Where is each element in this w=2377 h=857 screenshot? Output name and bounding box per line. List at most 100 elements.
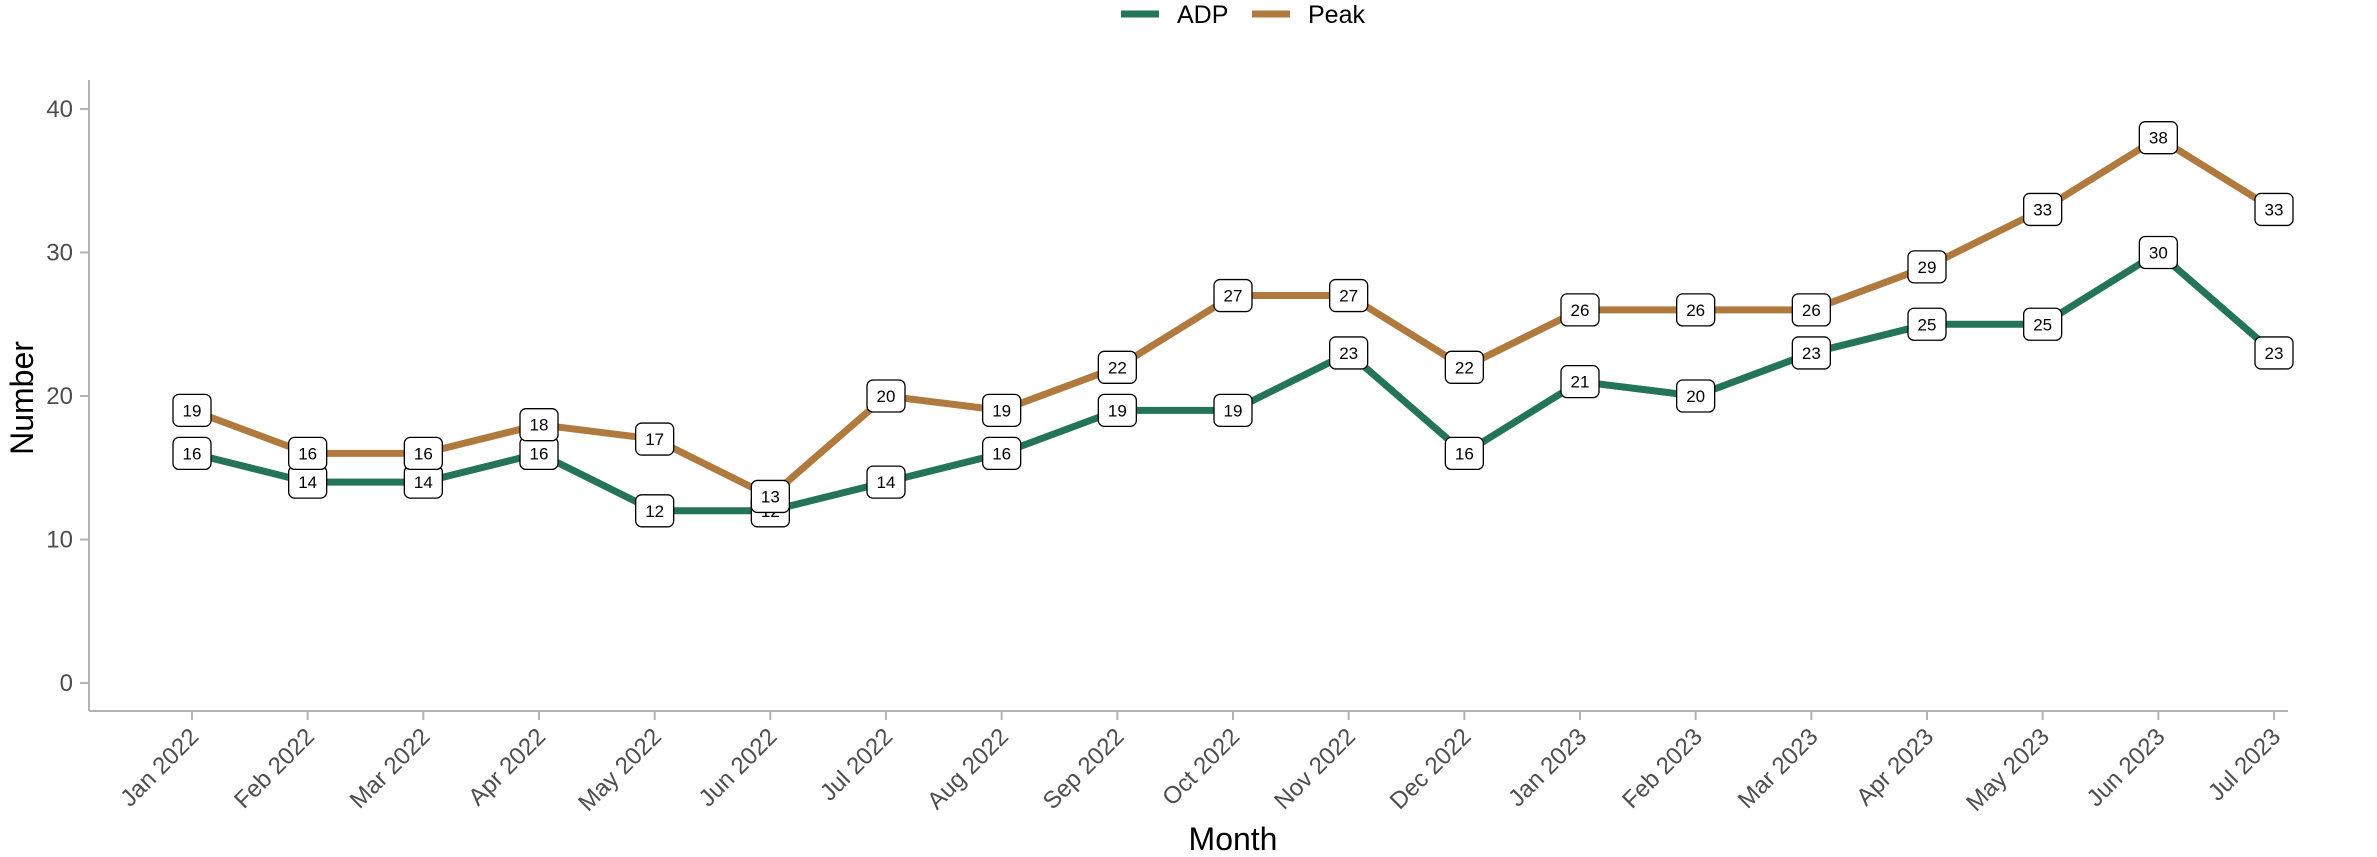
- data-label-peak: 13: [750, 479, 790, 514]
- data-label-value: 25: [1918, 315, 1937, 334]
- data-label-value: 30: [2149, 244, 2168, 263]
- data-label-peak: 27: [1329, 278, 1369, 313]
- data-label-value: 19: [183, 401, 202, 420]
- data-label-box: [1676, 293, 1716, 327]
- x-tick-label: Mar 2023: [1733, 723, 1824, 814]
- data-label-box: [2254, 336, 2294, 370]
- y-tick-label: 10: [46, 527, 73, 554]
- x-tick-label: Apr 2023: [1851, 723, 1939, 811]
- data-label-value: 22: [1455, 358, 1474, 377]
- data-label-value: 20: [877, 387, 896, 406]
- data-label-box: [1444, 350, 1484, 384]
- data-label-peak: 29: [1907, 250, 1947, 284]
- data-label-value: 17: [645, 430, 664, 449]
- data-label-peak: 22: [1444, 350, 1484, 384]
- data-label-value: 14: [414, 473, 433, 492]
- data-label-box: [1213, 393, 1253, 428]
- x-tick-label: Nov 2022: [1269, 723, 1361, 815]
- data-label-box: [1560, 293, 1600, 327]
- data-label-adp: 12: [635, 494, 675, 528]
- data-label-value: 19: [992, 401, 1011, 420]
- data-label-box: [866, 465, 906, 499]
- data-label-value: 26: [1686, 301, 1705, 320]
- data-label-peak: 16: [288, 436, 328, 471]
- data-label-value: 19: [1224, 401, 1243, 420]
- data-label-box: [1676, 379, 1716, 413]
- data-label-box: [866, 379, 906, 413]
- data-label-adp: 23: [1791, 336, 1831, 370]
- data-label-value: 12: [645, 502, 664, 521]
- x-tick-label: Jun 2022: [694, 723, 783, 812]
- x-tick-label: Mar 2022: [345, 723, 436, 814]
- data-label-box: [1907, 250, 1947, 284]
- data-label-box: [2023, 192, 2063, 227]
- data-label-box: [1907, 307, 1947, 341]
- data-label-peak: 19: [172, 393, 212, 428]
- data-label-value: 13: [761, 487, 780, 506]
- data-label-value: 16: [298, 444, 317, 463]
- data-label-adp: 23: [2254, 336, 2294, 370]
- x-axis-ticks: Jan 2022 Feb 2022 Mar 2022 Apr 2022 May 2022…: [115, 711, 2286, 817]
- data-label-peak: 20: [866, 379, 906, 413]
- data-label-value: 26: [1571, 301, 1590, 320]
- data-label-peak: 33: [2023, 192, 2063, 227]
- data-label-value: 23: [1339, 344, 1358, 363]
- x-tick-label: Feb 2022: [229, 723, 320, 814]
- legend-item-adp: ADP: [1121, 1, 1228, 29]
- data-label-box: [1791, 293, 1831, 327]
- x-tick-label: Aug 2022: [922, 723, 1014, 815]
- series-lines: [190, 134, 2277, 515]
- data-label-peak: 17: [635, 422, 675, 456]
- x-tick-label: Jul 2023: [2203, 723, 2286, 806]
- data-label-value: 26: [1802, 301, 1821, 320]
- data-label-adp: 14: [866, 465, 906, 499]
- x-tick-label: Oct 2022: [1157, 723, 1245, 811]
- data-label-box: [1097, 393, 1137, 428]
- data-label-adp: 20: [1676, 379, 1716, 413]
- data-label-box: [1444, 436, 1484, 471]
- axes: 0 10 20 30 40 Jan 2022 Feb 2022 Mar 2022 Apr 20…: [4, 80, 2288, 857]
- series-line-peak: [190, 134, 2276, 500]
- data-label-adp: 19: [1097, 393, 1137, 428]
- y-tick-label: 20: [46, 383, 73, 410]
- data-label-box: [1560, 364, 1600, 399]
- legend: ADP Peak: [1121, 1, 1365, 29]
- data-label-box: [2138, 121, 2178, 155]
- data-label-adp: 16: [982, 436, 1022, 471]
- data-label-adp: 14: [403, 465, 443, 499]
- data-label-value: 16: [414, 444, 433, 463]
- data-label-peak: 26: [1791, 293, 1831, 327]
- data-label-value: 21: [1571, 373, 1590, 392]
- data-label-box: [403, 436, 443, 471]
- data-label-value: 16: [992, 444, 1011, 463]
- legend-label: Peak: [1308, 1, 1365, 29]
- x-tick-label: Jun 2023: [2082, 723, 2171, 812]
- data-label-value: 23: [2265, 344, 2284, 363]
- x-tick-label: May 2023: [1961, 723, 2055, 817]
- data-label-box: [2023, 307, 2063, 341]
- data-label-adp: 16: [519, 436, 559, 471]
- data-label-value: 23: [1802, 344, 1821, 363]
- data-label-value: 33: [2033, 200, 2052, 219]
- data-label-value: 16: [183, 444, 202, 463]
- x-axis-title: Month: [1189, 821, 1278, 857]
- data-label-value: 22: [1108, 358, 1127, 377]
- data-label-peak: 18: [519, 408, 559, 442]
- data-label-value: 33: [2265, 200, 2284, 219]
- data-label-box: [288, 436, 328, 471]
- data-label-box: [1213, 278, 1253, 313]
- x-tick-label: Jan 2023: [1503, 723, 1592, 812]
- data-label-peak: 38: [2138, 121, 2178, 155]
- y-tick-label: 0: [60, 670, 73, 697]
- legend-item-peak: Peak: [1252, 1, 1365, 29]
- x-tick-label: Jan 2022: [115, 723, 204, 812]
- x-tick-label: Apr 2022: [463, 723, 551, 811]
- data-label-adp: 14: [288, 465, 328, 499]
- data-label-peak: 27: [1213, 278, 1253, 313]
- data-label-value: 16: [1455, 444, 1474, 463]
- data-label-value: 27: [1224, 287, 1243, 306]
- data-label-box: [172, 393, 212, 428]
- data-label-box: [635, 494, 675, 528]
- data-label-peak: 26: [1676, 293, 1716, 327]
